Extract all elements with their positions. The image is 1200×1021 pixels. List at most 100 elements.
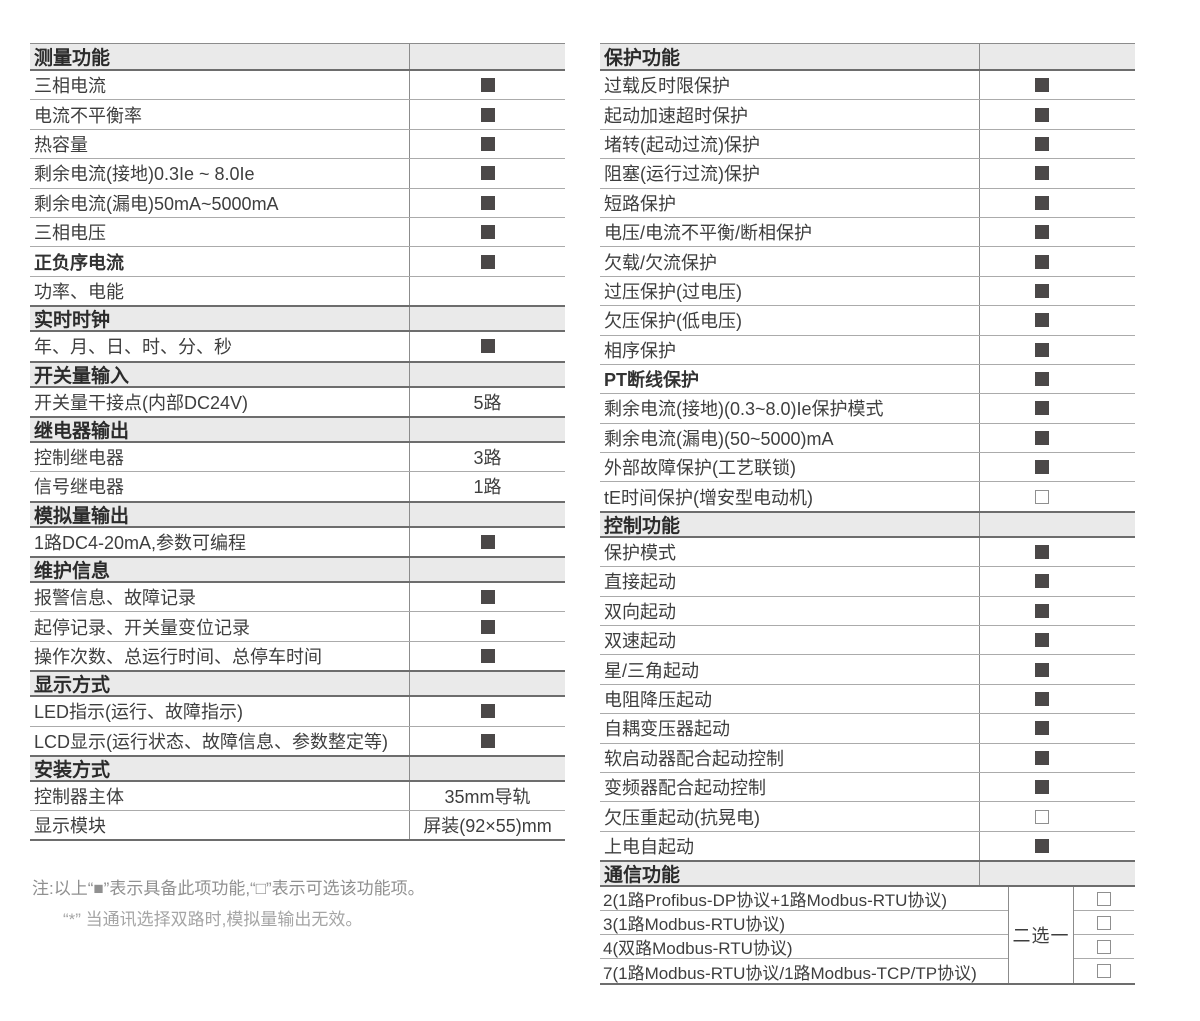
section-header-row: 继电器输出 (30, 415, 565, 443)
feature-label: 双向起动 (600, 596, 980, 626)
feature-value (410, 247, 565, 275)
feature-value (980, 306, 1135, 334)
supported-mark-icon (1034, 342, 1049, 357)
feature-row: 信号继电器 1路 (30, 472, 565, 502)
feature-value (410, 697, 565, 725)
feature-label: tE时间保护(增安型电动机) (600, 482, 980, 511)
supported-mark-icon (480, 704, 495, 719)
feature-label: 正负序电流 (30, 247, 410, 276)
supported-mark-icon (1034, 283, 1049, 298)
feature-label: 通信功能 (600, 862, 980, 886)
supported-mark-icon (480, 78, 495, 93)
feature-label: 热容量 (30, 129, 410, 159)
feature-label: 三相电压 (30, 217, 410, 247)
feature-value: 3路 (473, 448, 502, 469)
feature-label: 控制继电器 (30, 442, 410, 472)
feature-row: 星/三角起动 (600, 655, 1135, 685)
feature-label: 三相电流 (30, 71, 410, 100)
supported-mark-icon (1034, 372, 1049, 387)
feature-row: PT断线保护 (600, 364, 1135, 395)
feature-row: 控制器主体 35mm导轨 (30, 782, 565, 812)
feature-label: 星/三角起动 (600, 655, 980, 684)
feature-value (980, 247, 1135, 275)
feature-value (980, 567, 1135, 595)
feature-value (980, 862, 1135, 885)
feature-row: 1路DC4-20mA,参数可编程 (30, 527, 565, 558)
feature-label: 上电自起动 (600, 831, 980, 861)
feature-value (410, 558, 565, 581)
feature-value: 屏装(92×55)mm (423, 816, 552, 837)
feature-row: 阻塞(运行过流)保护 (600, 159, 1135, 189)
feature-row: 开关量干接点(内部DC24V) 5路 (30, 387, 565, 417)
feature-row: 热容量 (30, 129, 565, 160)
feature-value (980, 394, 1135, 422)
feature-value (980, 482, 1135, 510)
feature-row: LCD显示(运行状态、故障信息、参数整定等) (30, 726, 565, 757)
feature-row: 短路保护 (600, 188, 1135, 218)
communication-option-label: 3(1路Modbus-RTU协议) (600, 911, 1008, 936)
feature-label: 信号继电器 (30, 472, 410, 501)
feature-row: tE时间保护(增安型电动机) (600, 482, 1135, 512)
feature-label: LED指示(运行、故障指示) (30, 697, 410, 726)
supported-mark-icon (1034, 78, 1049, 93)
feature-label: 报警信息、故障记录 (30, 583, 410, 612)
feature-row: 剩余电流(漏电)(50~5000)mA (600, 423, 1135, 454)
feature-label: 短路保护 (600, 188, 980, 217)
feature-value (410, 130, 565, 158)
feature-label: 过压保护(过电压) (600, 276, 980, 306)
feature-label: 控制功能 (600, 512, 980, 537)
supported-mark-icon (1034, 225, 1049, 240)
feature-row: 三相电压 (30, 217, 565, 248)
feature-value (980, 538, 1135, 566)
communication-option-label: 2(1路Profibus-DP协议+1路Modbus-RTU协议) (600, 887, 1008, 912)
supported-mark-icon (1034, 603, 1049, 618)
feature-value (410, 672, 565, 695)
feature-value: 35mm导轨 (444, 787, 531, 808)
feature-label: LCD显示(运行状态、故障信息、参数整定等) (30, 726, 410, 756)
feature-label: 软启动器配合起动控制 (600, 743, 980, 772)
supported-mark-icon (1034, 692, 1049, 706)
feature-value (410, 583, 565, 611)
feature-row: 过载反时限保护 (600, 71, 1135, 101)
section-header-row: 维护信息 (30, 556, 565, 584)
feature-value (980, 626, 1135, 654)
feature-value (980, 71, 1135, 99)
feature-label: 欠压保护(低电压) (600, 306, 980, 335)
supported-mark-icon (480, 590, 495, 605)
communication-option-list: 2(1路Profibus-DP协议+1路Modbus-RTU协议) 3(1路Mod… (600, 887, 1009, 984)
supported-mark-icon (480, 534, 495, 549)
supported-mark-icon (1034, 136, 1049, 151)
feature-row: 报警信息、故障记录 (30, 583, 565, 613)
feature-label: 剩余电流(漏电)50mA~5000mA (30, 188, 410, 217)
feature-value (410, 218, 565, 246)
supported-mark-icon (480, 166, 495, 181)
optional-mark-icon (1034, 489, 1049, 504)
feature-value (980, 365, 1135, 393)
feature-label: 实时时钟 (30, 307, 410, 331)
feature-label: 外部故障保护(工艺联锁) (600, 453, 980, 482)
feature-value (980, 597, 1135, 625)
feature-value (980, 513, 1135, 536)
feature-label: 电阻降压起动 (600, 684, 980, 714)
feature-label: 剩余电流(接地)(0.3~8.0)Ie保护模式 (600, 394, 980, 423)
feature-label: 操作次数、总运行时间、总停车时间 (30, 641, 410, 671)
feature-row: 堵转(起动过流)保护 (600, 129, 1135, 160)
feature-label: 开关量干接点(内部DC24V) (30, 387, 410, 416)
feature-row: 剩余电流(接地)(0.3~8.0)Ie保护模式 (600, 394, 1135, 424)
feature-label: 起停记录、开关量变位记录 (30, 612, 410, 641)
feature-value (410, 528, 565, 556)
section-header-row: 模拟量输出 (30, 500, 565, 528)
supported-mark-icon (1034, 780, 1049, 795)
supported-mark-icon (480, 254, 495, 269)
supported-mark-icon (1034, 545, 1049, 560)
feature-value: 5路 (473, 392, 502, 413)
optional-mark-icon (1097, 939, 1111, 954)
feature-row: 软启动器配合起动控制 (600, 743, 1135, 773)
feature-value (980, 218, 1135, 246)
feature-value (410, 100, 565, 128)
feature-row: 上电自起动 (600, 831, 1135, 862)
feature-label: 电流不平衡率 (30, 100, 410, 129)
note-line-1: 注:以上“■”表示具备此项功能,“□”表示可选该功能项。 (32, 879, 425, 898)
optional-mark-icon (1097, 964, 1111, 979)
feature-value (980, 453, 1135, 481)
